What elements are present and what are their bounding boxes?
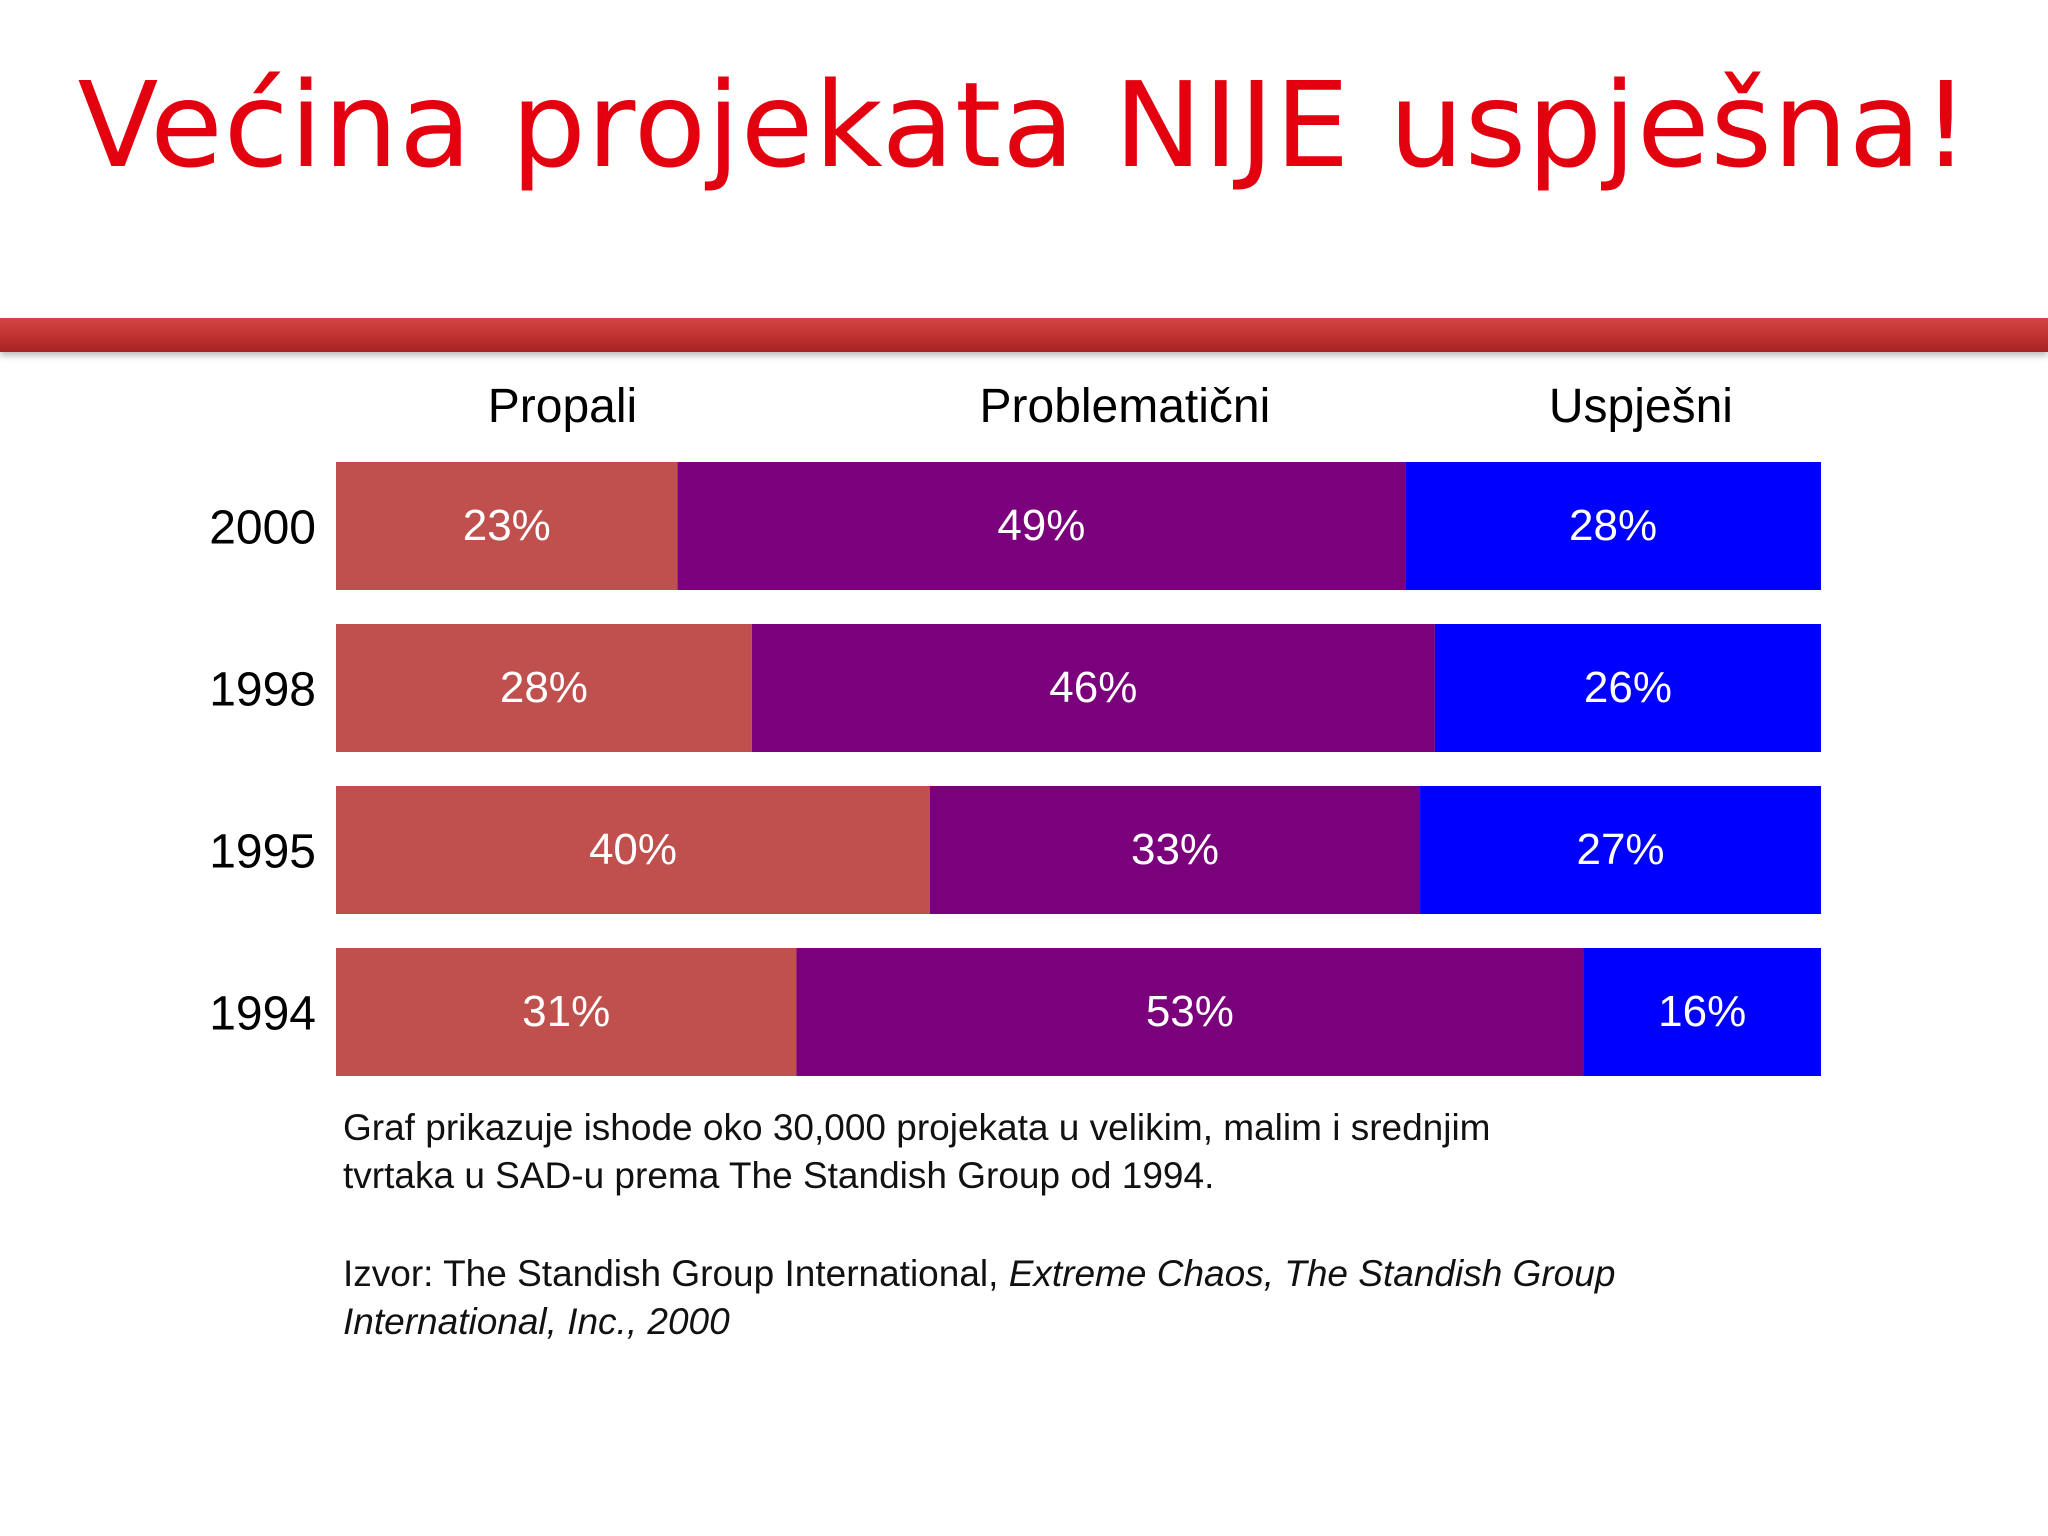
source-title: Extreme Chaos, The Standish Group Intern… (343, 1253, 1616, 1342)
bar-segment-uspjesni-1995 (1420, 786, 1821, 914)
category-label-1994: 1994 (209, 987, 316, 1040)
title-divider-bar (0, 318, 2048, 352)
data-label-problematicni-1994: 53% (1146, 987, 1234, 1036)
data-label-propali-2000: 23% (463, 501, 551, 550)
bar-segment-problematicni-1998 (751, 624, 1435, 752)
bar-segment-propali-1994 (336, 948, 797, 1076)
data-label-propali-1998: 28% (500, 663, 588, 712)
bar-segment-propali-2000 (336, 462, 678, 590)
source-prefix: Izvor: The Standish Group International, (343, 1253, 1009, 1294)
data-label-propali-1995: 40% (589, 825, 677, 874)
bar-segment-uspjesni-2000 (1405, 462, 1821, 590)
data-label-problematicni-1998: 46% (1049, 663, 1137, 712)
data-label-problematicni-1995: 33% (1131, 825, 1219, 874)
bar-segment-uspjesni-1998 (1434, 624, 1821, 752)
bar-segment-problematicni-1994 (796, 948, 1584, 1076)
data-label-propali-1994: 31% (522, 987, 610, 1036)
bar-segment-problematicni-2000 (677, 462, 1406, 590)
data-label-problematicni-2000: 49% (997, 501, 1085, 550)
bar-segment-propali-1998 (336, 624, 752, 752)
chart-source: Izvor: The Standish Group International,… (343, 1250, 1743, 1346)
series-header-uspjesni: Uspješni (1549, 380, 1733, 433)
chart-description: Graf prikazuje ishode oko 30,000 projeka… (343, 1107, 1491, 1196)
bar-segment-uspjesni-1994 (1583, 948, 1821, 1076)
slide-title: Većina projekata NIJE uspješna! (77, 56, 1971, 194)
data-label-uspjesni-1998: 26% (1584, 663, 1672, 712)
bar-segment-problematicni-1995 (930, 786, 1421, 914)
series-header-propali: Propali (488, 380, 637, 433)
category-label-2000: 2000 (209, 501, 316, 554)
data-label-uspjesni-1995: 27% (1576, 825, 1664, 874)
category-label-1998: 1998 (209, 663, 316, 716)
bar-segment-propali-1995 (336, 786, 930, 914)
series-header-problematicni: Problematični (980, 380, 1271, 433)
category-label-1995: 1995 (209, 825, 316, 878)
data-label-uspjesni-1994: 16% (1658, 987, 1746, 1036)
data-label-uspjesni-2000: 28% (1569, 501, 1657, 550)
